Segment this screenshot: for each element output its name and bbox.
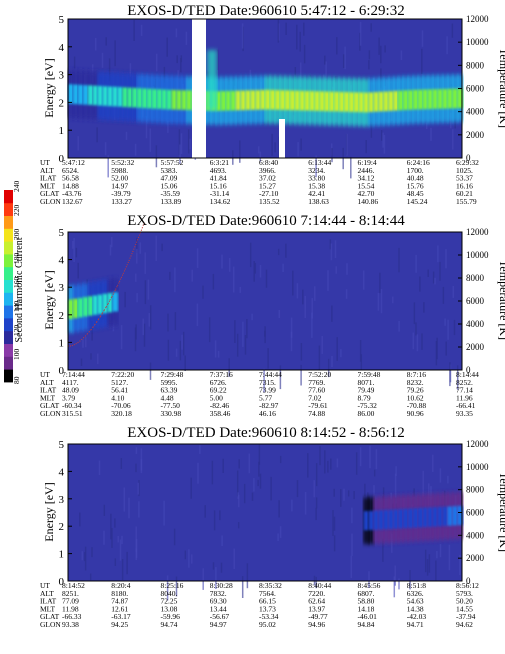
table-cell: 95.02	[259, 620, 276, 629]
table-cell: 140.86	[358, 197, 379, 206]
y2-tick-label: 12000	[466, 439, 489, 449]
panel-1-ylabel-right: Temperature [K]	[497, 48, 505, 128]
panel-2-ylabel-left: Energy [eV]	[42, 270, 56, 329]
table-cell: 358.46	[210, 409, 231, 418]
y-tick-label: 1	[59, 337, 65, 349]
panel-3-ylabel-right: Temperature [K]	[497, 472, 505, 552]
colorbar-tick-label: 80	[12, 376, 21, 384]
y-tick-label: 5	[59, 14, 65, 26]
panel-1: EXOS-D/TED Date:960610 5:47:12 - 6:29:32…	[40, 3, 505, 206]
y-tick-label: 2	[59, 97, 65, 109]
panel-3-ylabel-left: Energy [eV]	[42, 482, 56, 541]
colorbar-label: Second Harmonic Current	[14, 237, 25, 342]
y-tick-label: 2	[59, 521, 65, 533]
y-tick-label: 3	[59, 282, 65, 294]
panel-1-ylabel-left: Energy [eV]	[42, 58, 56, 117]
y2-tick-label: 6000	[466, 508, 485, 518]
y-tick-label: 1	[59, 125, 65, 137]
table-cell: 93.38	[62, 620, 79, 629]
y2-tick-label: 8000	[466, 273, 485, 283]
table-cell: 133.89	[161, 197, 182, 206]
y2-tick-label: 2000	[466, 342, 485, 352]
table-cell: 46.16	[259, 409, 276, 418]
y2-tick-label: 4000	[466, 319, 485, 329]
panel-2-title: EXOS-D/TED Date:960610 7:14:44 - 8:14:44	[127, 213, 405, 229]
colorbar-tick-label: 220	[12, 205, 21, 217]
table-cell: 138.63	[308, 197, 329, 206]
panel-3: EXOS-D/TED Date:960610 8:14:52 - 8:56:12…	[40, 425, 505, 629]
table-cell: 145.24	[407, 197, 428, 206]
y-tick-label: 4	[59, 255, 65, 267]
panel-2: EXOS-D/TED Date:960610 7:14:44 - 8:14:44…	[40, 213, 505, 418]
y2-tick-label: 8000	[466, 485, 485, 495]
table-cell: 94.62	[456, 620, 473, 629]
y-tick-label: 3	[59, 494, 65, 506]
y-tick-label: 2	[59, 310, 65, 322]
table-cell: 74.88	[308, 409, 325, 418]
table-cell: 135.52	[259, 197, 280, 206]
band-halo	[207, 50, 217, 110]
y2-tick-label: 6000	[466, 84, 485, 94]
table-cell: 133.27	[111, 197, 132, 206]
y-tick-label: 5	[59, 439, 65, 451]
table-cell: 94.84	[358, 620, 375, 629]
y-tick-label: 3	[59, 70, 65, 82]
panel-2-ylabel-right: Temperature [K]	[497, 260, 505, 340]
table-cell: 134.62	[210, 197, 231, 206]
y-tick-label: 4	[59, 42, 65, 54]
y2-tick-label: 12000	[466, 14, 489, 24]
table-row-label: GLON	[40, 197, 61, 206]
y2-tick-label: 10000	[466, 37, 489, 47]
table-row-label: GLON	[40, 409, 61, 418]
table-cell: 90.96	[407, 409, 424, 418]
table-cell: 94.97	[210, 620, 227, 629]
colorbar-tick-label: 100	[12, 349, 21, 361]
table-cell: 94.96	[308, 620, 325, 629]
table-cell: 86.00	[358, 409, 375, 418]
data-gap	[192, 19, 206, 158]
colorbar-tick-label: 240	[12, 181, 21, 193]
colorbar-swatch	[4, 216, 13, 229]
y-tick-label: 5	[59, 227, 65, 239]
table-cell: 330.98	[161, 409, 182, 418]
panel-3-title: EXOS-D/TED Date:960610 8:14:52 - 8:56:12	[127, 425, 404, 441]
table-cell: 132.67	[62, 197, 83, 206]
y2-tick-label: 10000	[466, 250, 489, 260]
panel-1-orbit-table: UTALTILATMLTGLATGLON5:47:126524.56.5814.…	[40, 158, 479, 206]
data-gap	[279, 119, 285, 158]
table-cell: 93.35	[456, 409, 473, 418]
y2-tick-label: 6000	[466, 296, 485, 306]
panel-3-orbit-table: UTALTILATMLTGLATGLON8:14:528251.77.0911.…	[40, 581, 479, 629]
y2-tick-label: 4000	[466, 530, 485, 540]
y2-tick-label: 4000	[466, 107, 485, 117]
y-tick-label: 4	[59, 466, 65, 478]
table-cell: 315.51	[62, 409, 83, 418]
colorbar-swatch	[4, 241, 13, 254]
y2-tick-label: 2000	[466, 553, 485, 563]
table-cell: 155.79	[456, 197, 477, 206]
band-core	[112, 292, 118, 311]
panel-1-title: EXOS-D/TED Date:960610 5:47:12 - 6:29:32	[127, 3, 404, 19]
table-cell: 94.71	[407, 620, 424, 629]
y2-tick-label: 12000	[466, 227, 489, 237]
table-row-label: GLON	[40, 620, 61, 629]
y2-tick-label: 10000	[466, 462, 489, 472]
panel-2-orbit-table: UTALTILATMLTGLATGLON7:14:444117.48.093.7…	[40, 370, 479, 418]
panel-2-plot-bg	[68, 232, 462, 370]
table-cell: 94.25	[111, 620, 128, 629]
y2-tick-label: 2000	[466, 130, 485, 140]
table-cell: 320.18	[111, 409, 132, 418]
y-tick-label: 1	[59, 549, 65, 561]
table-cell: 94.74	[161, 620, 178, 629]
y2-tick-label: 8000	[466, 60, 485, 70]
